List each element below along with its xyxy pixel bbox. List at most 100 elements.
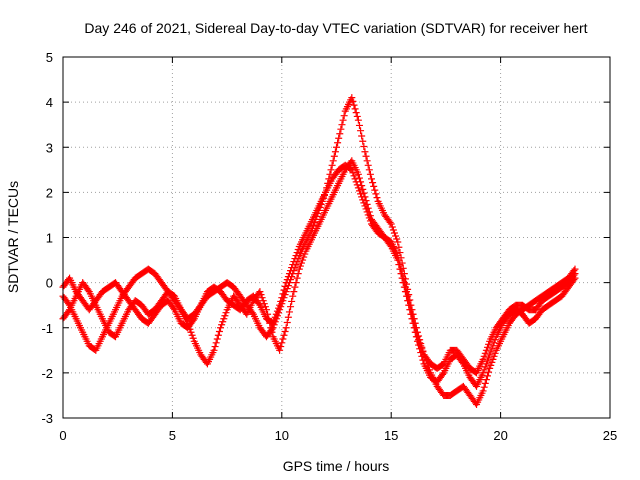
data-point	[291, 283, 299, 291]
data-point	[269, 319, 277, 327]
data-point	[389, 226, 397, 234]
data-point	[352, 109, 360, 117]
data-point	[355, 121, 363, 129]
data-point	[333, 143, 340, 151]
data-point	[210, 346, 218, 354]
data-point	[490, 352, 498, 360]
x-tick-label: 20	[493, 428, 507, 443]
axis-ticks: 0 5 10 15 20 25 -3 -2 -1 0 1 2 3 4 5	[41, 50, 617, 443]
data-point	[372, 190, 380, 198]
data-point	[406, 301, 414, 309]
data-point	[490, 339, 498, 347]
data-point	[404, 292, 412, 300]
data-point	[270, 316, 278, 324]
data-point	[278, 294, 286, 302]
data-point	[218, 321, 226, 329]
data-point	[365, 166, 373, 174]
data-point	[353, 181, 361, 189]
y-axis-label: SDTVAR / TECUs	[5, 181, 21, 293]
data-point	[351, 105, 359, 113]
data-point	[188, 331, 196, 339]
data-point	[278, 339, 286, 347]
data-points	[59, 94, 579, 408]
data-point	[407, 306, 415, 314]
data-point	[359, 137, 367, 145]
data-point	[255, 300, 263, 308]
x-tick-label: 0	[59, 428, 66, 443]
data-point	[261, 303, 269, 311]
data-point	[189, 334, 197, 342]
data-point	[417, 342, 425, 350]
data-point	[361, 202, 369, 210]
data-point	[489, 355, 497, 363]
data-point	[362, 205, 370, 213]
data-point	[371, 186, 379, 194]
data-point	[284, 313, 292, 321]
data-point	[340, 112, 348, 120]
data-point	[363, 157, 371, 165]
data-point	[355, 187, 363, 195]
data-point	[353, 112, 361, 120]
data-point	[277, 297, 285, 305]
data-point	[267, 324, 275, 332]
x-tick-label: 10	[275, 428, 289, 443]
data-point	[282, 279, 290, 287]
data-point	[289, 292, 297, 300]
data-point	[487, 361, 495, 369]
data-point	[292, 279, 300, 287]
data-point	[359, 185, 367, 193]
data-point	[222, 309, 230, 317]
data-point	[339, 116, 347, 124]
data-point	[334, 139, 342, 147]
data-point	[293, 249, 301, 257]
data-point	[338, 121, 346, 129]
data-point	[212, 339, 220, 347]
data-point	[368, 175, 376, 183]
data-point	[221, 312, 229, 320]
data-point	[390, 229, 398, 237]
data-point	[486, 351, 494, 359]
data-point	[401, 283, 409, 291]
data-point	[276, 346, 284, 354]
data-point	[310, 221, 318, 229]
data-point	[336, 130, 344, 138]
data-point	[363, 208, 371, 216]
data-point	[328, 161, 336, 169]
data-point	[419, 348, 427, 356]
data-point	[297, 259, 305, 267]
data-point	[354, 170, 362, 178]
data-point	[488, 358, 496, 366]
data-point	[365, 214, 373, 222]
data-point	[361, 148, 369, 156]
data-point	[415, 336, 423, 344]
data-point	[215, 328, 223, 336]
data-point	[258, 294, 266, 302]
data-point	[399, 274, 407, 282]
data-point	[248, 309, 256, 317]
data-point	[187, 328, 195, 336]
data-point	[281, 282, 289, 290]
data-point	[287, 267, 295, 275]
data-point	[217, 324, 225, 332]
data-point	[359, 196, 367, 204]
data-point	[287, 303, 295, 311]
data-point	[337, 125, 345, 133]
data-point	[291, 255, 299, 263]
data-point	[485, 340, 493, 348]
data-point	[276, 301, 284, 309]
data-point	[479, 355, 487, 363]
data-point	[331, 148, 339, 156]
data-point	[285, 270, 293, 278]
data-point	[355, 174, 363, 182]
data-point	[439, 370, 447, 378]
data-point	[330, 152, 338, 160]
data-point	[386, 218, 394, 226]
data-point	[257, 291, 265, 299]
data-point	[354, 184, 362, 192]
data-point	[357, 127, 365, 135]
data-point	[481, 363, 489, 371]
data-point	[485, 354, 493, 362]
data-point	[366, 170, 374, 178]
data-point	[491, 336, 499, 344]
